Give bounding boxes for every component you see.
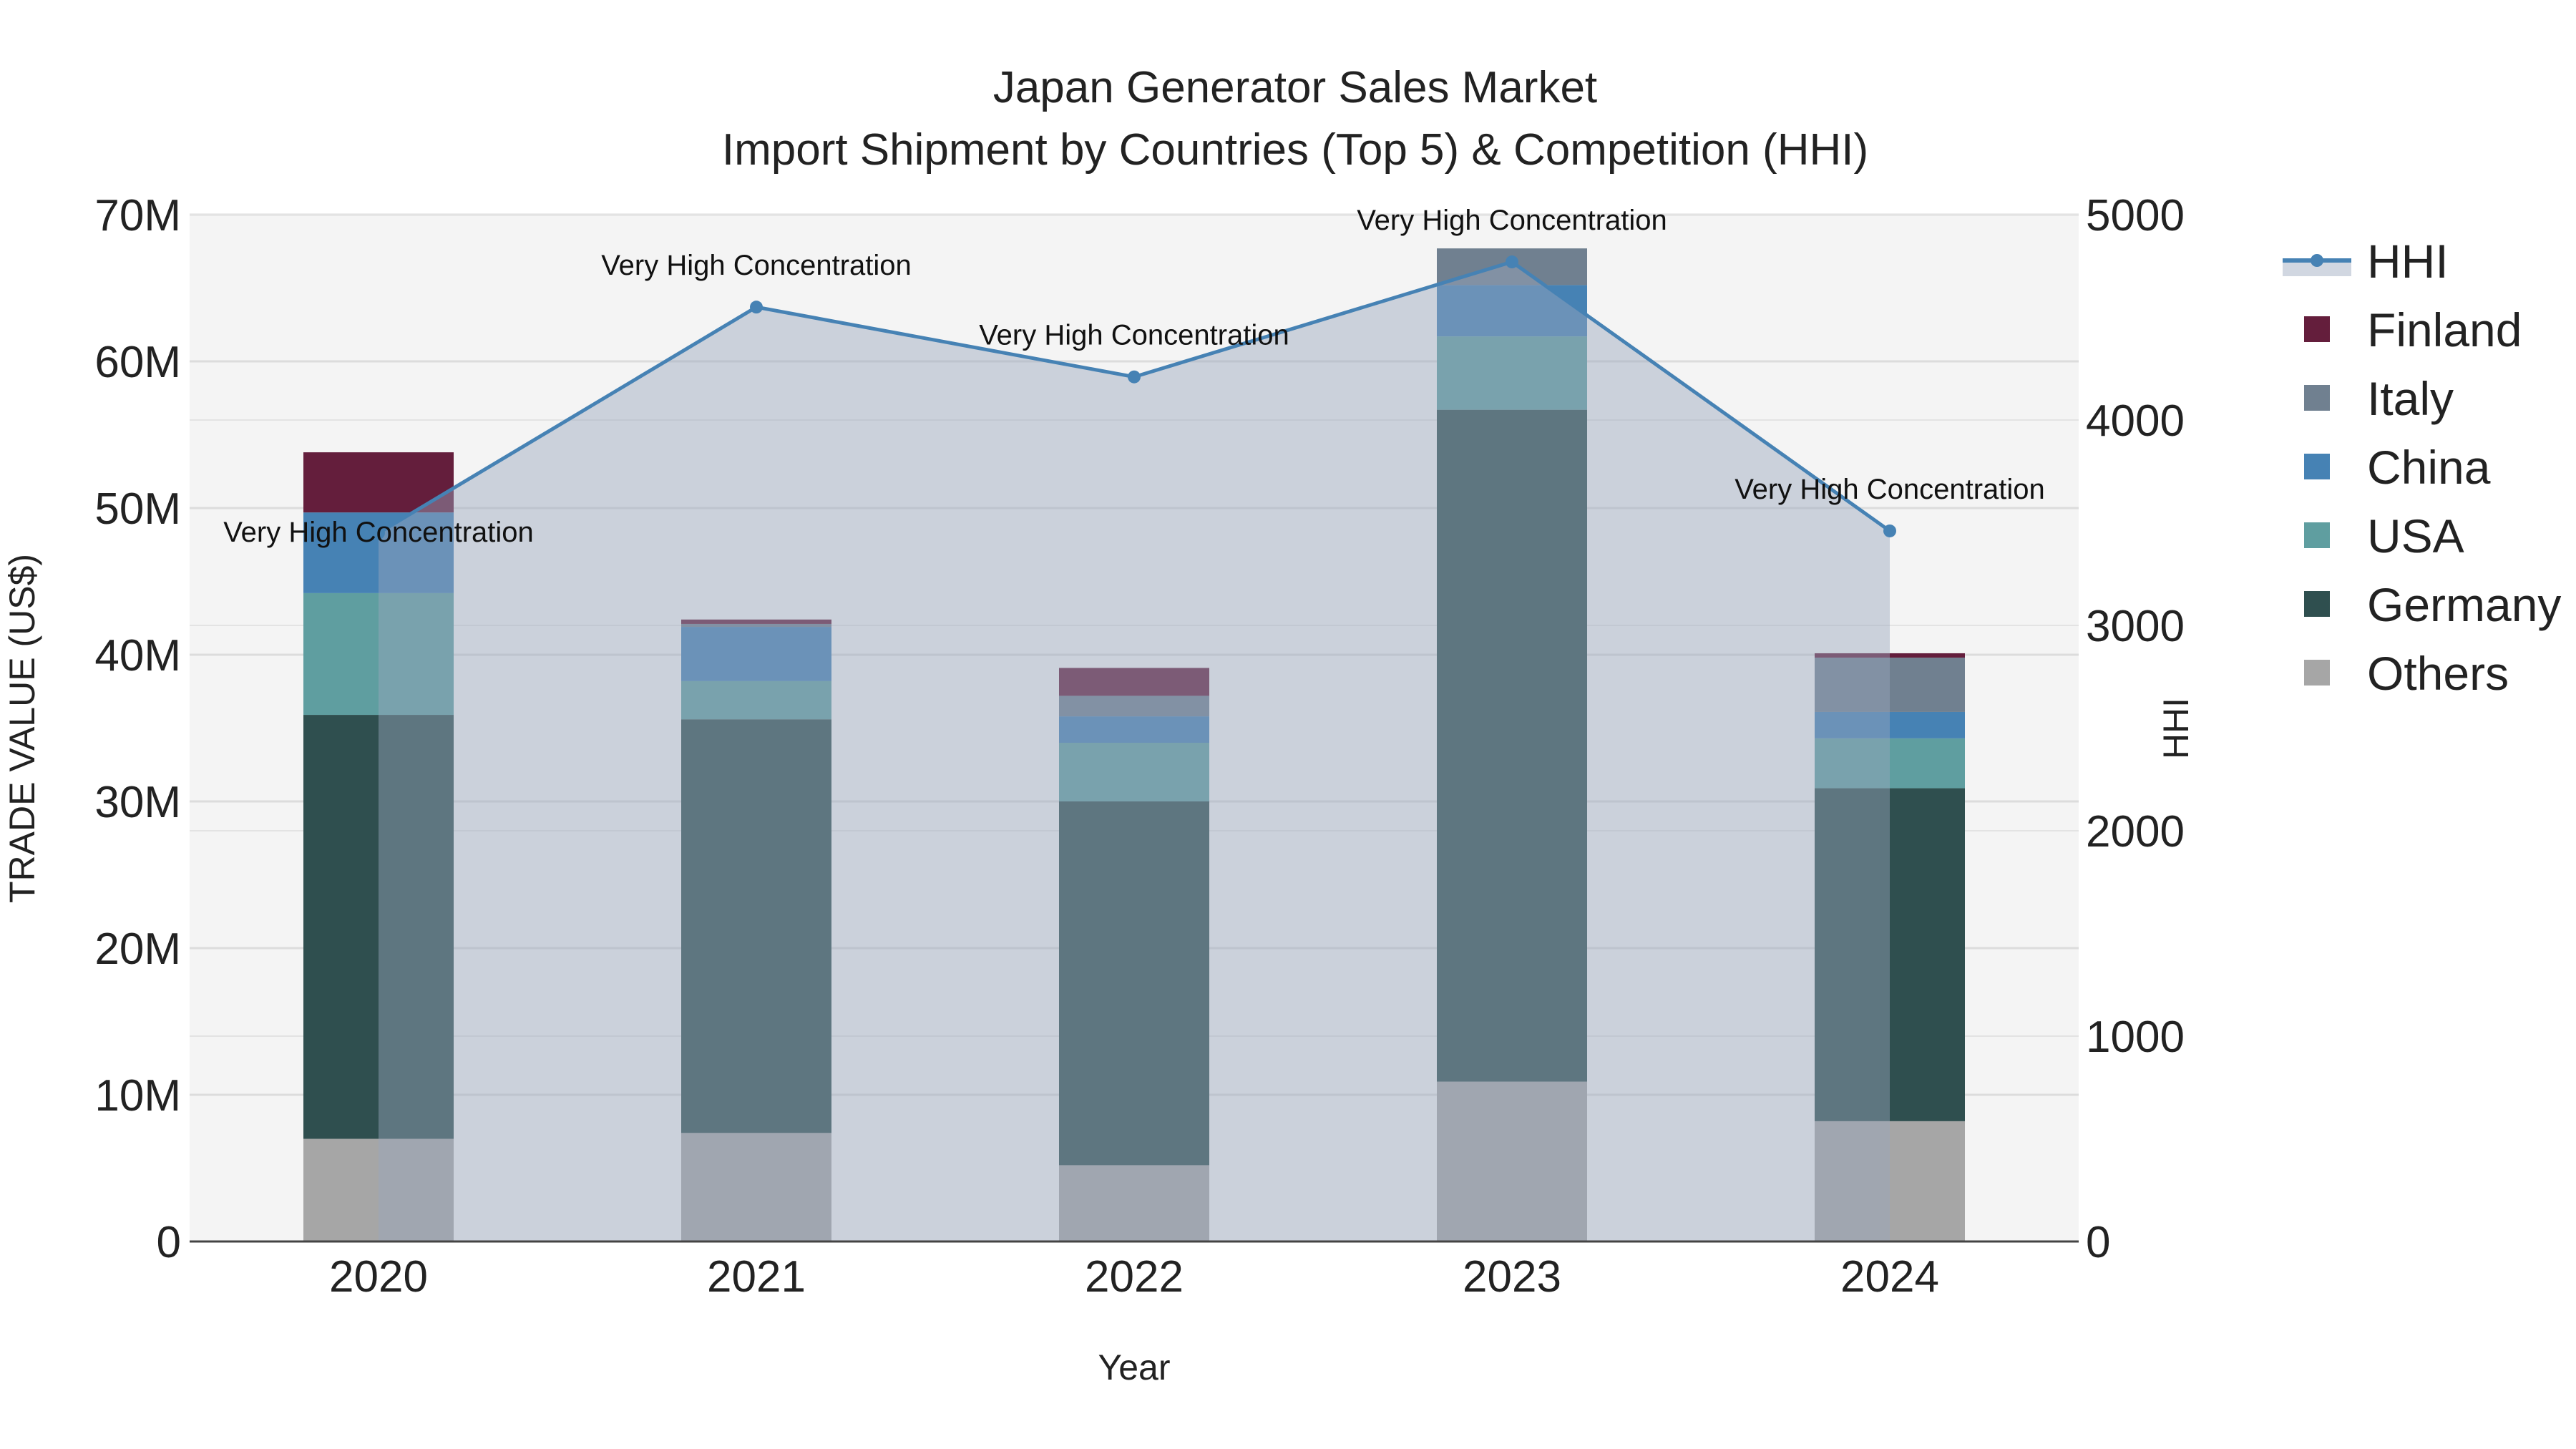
- bar-segment-china-2020: [303, 512, 454, 593]
- y-tick-label: 50M: [94, 484, 181, 534]
- y2-tick-label: 2000: [2086, 807, 2185, 857]
- bar-segment-others-2024: [1815, 1121, 1965, 1241]
- bar-segment-italy-2024: [1815, 658, 1965, 712]
- legend-swatch-usa: [2304, 522, 2330, 548]
- bar-layer: [303, 248, 1965, 1241]
- bar-segment-others-2021: [681, 1133, 831, 1241]
- x-tick-label: 2024: [1840, 1252, 1939, 1302]
- legend-swatch-hhi-marker: [2311, 254, 2323, 267]
- x-tick-label: 2023: [1463, 1252, 1561, 1302]
- hhi-annotation-2022: Very High Concentration: [979, 320, 1289, 351]
- legend-label-usa: USA: [2367, 509, 2464, 562]
- bar-segment-germany-2022: [1059, 801, 1209, 1166]
- legend-label-italy: Italy: [2367, 372, 2454, 425]
- x-tick-label: 2022: [1085, 1252, 1184, 1302]
- legend-label-finland: Finland: [2367, 303, 2522, 356]
- bar-segment-usa-2020: [303, 592, 454, 716]
- bar-segment-usa-2022: [1059, 743, 1209, 801]
- y-axis-title: TRADE VALUE (US$): [2, 554, 42, 903]
- legend: HHI Finland Italy China USA Germany Others: [2283, 235, 2561, 700]
- y-tick-label: 60M: [94, 338, 181, 387]
- bar-segment-italy-2022: [1059, 696, 1209, 717]
- hhi-point-2023: [1506, 255, 1518, 269]
- bar-segment-usa-2024: [1815, 738, 1965, 789]
- legend-swatch-hhi-area: [2283, 260, 2351, 276]
- legend-swatch-others: [2304, 660, 2330, 686]
- hhi-annotation-2024: Very High Concentration: [1735, 474, 2045, 505]
- bar-segment-others-2020: [303, 1138, 454, 1241]
- legend-label-germany: Germany: [2367, 578, 2561, 631]
- hhi-annotation-2021: Very High Concentration: [601, 250, 912, 281]
- bar-segment-others-2022: [1059, 1165, 1209, 1241]
- bar-segment-china-2021: [681, 627, 831, 681]
- chart-subtitle: Import Shipment by Countries (Top 5) & C…: [722, 125, 1868, 175]
- bar-segment-germany-2021: [681, 719, 831, 1133]
- y-tick-label: 40M: [94, 631, 181, 680]
- legend-label-hhi: HHI: [2367, 235, 2449, 288]
- y2-axis-title: HHI: [2156, 698, 2196, 759]
- y-tick-label: 20M: [94, 924, 181, 974]
- hhi-point-2020: [372, 526, 385, 540]
- hhi-line-layer: [372, 255, 1896, 540]
- y2-tick-label: 1000: [2086, 1013, 2185, 1062]
- annotation-layer: Very High Concentration Very High Concent…: [223, 205, 2045, 548]
- x-axis-title: Year: [1098, 1347, 1170, 1387]
- legend-swatch-germany: [2304, 591, 2330, 617]
- hhi-area: [379, 262, 1890, 1241]
- bar-segment-china-2022: [1059, 716, 1209, 743]
- hhi-annotation-2020: Very High Concentration: [223, 517, 534, 548]
- y-tick-label: 0: [157, 1218, 181, 1267]
- bar-segment-usa-2021: [681, 680, 831, 720]
- bar-segment-usa-2023: [1437, 336, 1587, 410]
- y-tick-label: 30M: [94, 778, 181, 827]
- x-tick-label: 2021: [707, 1252, 806, 1302]
- hhi-point-2024: [1883, 524, 1896, 537]
- bar-segment-germany-2020: [303, 715, 454, 1139]
- legend-label-china: China: [2367, 441, 2491, 494]
- chart-title: Japan Generator Sales Market: [993, 63, 1597, 112]
- hhi-area-layer: [379, 262, 1890, 1241]
- y2-tick-label: 0: [2086, 1218, 2110, 1267]
- hhi-annotation-2023: Very High Concentration: [1357, 205, 1667, 236]
- y2-tick-label: 4000: [2086, 396, 2185, 446]
- bar-segment-italy-2021: [681, 623, 831, 628]
- y2-tick-label: 5000: [2086, 191, 2185, 240]
- legend-swatch-finland: [2304, 316, 2330, 342]
- bar-segment-others-2023: [1437, 1081, 1587, 1241]
- hhi-point-2022: [1128, 370, 1141, 384]
- hhi-point-2021: [750, 301, 763, 314]
- legend-label-others: Others: [2367, 647, 2509, 700]
- x-tick-label: 2020: [329, 1252, 428, 1302]
- bar-segment-germany-2023: [1437, 409, 1587, 1082]
- y-tick-label: 70M: [94, 191, 181, 240]
- bar-segment-finland-2022: [1059, 668, 1209, 696]
- axis-layer: 0 10M 20M 30M 40M 50M 60M 70M 0 1000 2000 3000 4000 5…: [94, 191, 2185, 1302]
- bar-segment-finland-2024: [1815, 653, 1965, 658]
- bar-segment-finland-2021: [681, 619, 831, 624]
- bar-segment-china-2023: [1437, 285, 1587, 337]
- y2-tick-label: 3000: [2086, 602, 2185, 651]
- legend-swatch-china: [2304, 454, 2330, 479]
- bar-segment-china-2024: [1815, 711, 1965, 738]
- y-tick-label: 10M: [94, 1071, 181, 1121]
- bar-segment-germany-2024: [1815, 788, 1965, 1121]
- legend-swatch-italy: [2304, 385, 2330, 411]
